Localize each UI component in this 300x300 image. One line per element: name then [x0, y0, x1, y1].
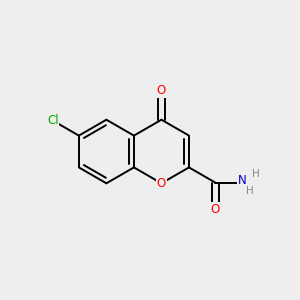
Text: H: H — [252, 169, 260, 179]
Text: O: O — [211, 203, 220, 216]
Text: O: O — [157, 177, 166, 190]
Text: N: N — [238, 174, 247, 187]
Text: Cl: Cl — [47, 114, 58, 127]
Text: O: O — [157, 84, 166, 97]
Text: H: H — [247, 186, 254, 196]
